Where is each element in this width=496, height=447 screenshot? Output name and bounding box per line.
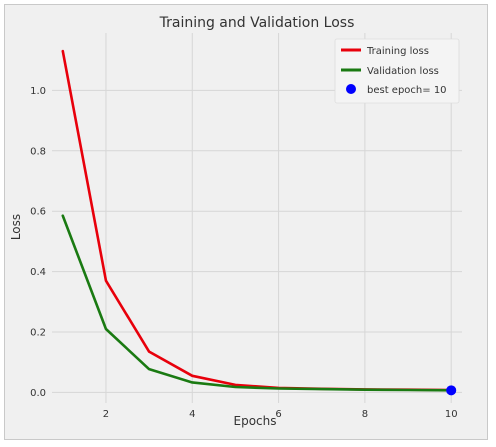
x-tick-label-4: 4 — [189, 409, 195, 420]
x-tick-label-8: 8 — [362, 409, 368, 420]
legend: Training loss Validation loss best epoch… — [334, 38, 460, 104]
chart-figure: 2 4 6 8 10 0.0 0.2 0.4 0.6 0.8 1.0 Training and V… — [4, 4, 488, 440]
series-lines — [61, 49, 453, 392]
x-axis-label: Epochs — [234, 414, 277, 428]
loss-chart: 2 4 6 8 10 0.0 0.2 0.4 0.6 0.8 1.0 Training and V… — [9, 15, 462, 428]
legend-label-validation: Validation loss — [367, 66, 439, 77]
x-tick-label-10: 10 — [445, 409, 458, 420]
legend-marker-best-epoch — [346, 84, 356, 94]
y-tick-label-3: 0.6 — [30, 207, 46, 218]
x-tick-label-2: 2 — [103, 409, 109, 420]
y-tick-label-4: 0.8 — [30, 146, 46, 157]
x-tick-label-6: 6 — [275, 409, 281, 420]
y-tick-label-0: 0.0 — [30, 388, 46, 399]
y-axis-label: Loss — [9, 214, 23, 240]
y-tick-label-5: 1.0 — [30, 86, 46, 97]
y-tick-labels: 0.0 0.2 0.4 0.6 0.8 1.0 — [30, 86, 46, 399]
legend-box — [334, 38, 460, 104]
y-tick-label-2: 0.4 — [30, 267, 46, 278]
best-epoch-marker — [446, 385, 457, 396]
legend-label-training: Training loss — [366, 46, 429, 57]
legend-label-best-epoch: best epoch= 10 — [367, 85, 447, 96]
best-epoch-marker-group — [446, 385, 457, 396]
x-tick-labels: 2 4 6 8 10 — [103, 409, 458, 420]
y-tick-label-1: 0.2 — [30, 328, 46, 339]
chart-title: Training and Validation Loss — [159, 15, 355, 31]
validation-loss-line — [61, 214, 453, 392]
